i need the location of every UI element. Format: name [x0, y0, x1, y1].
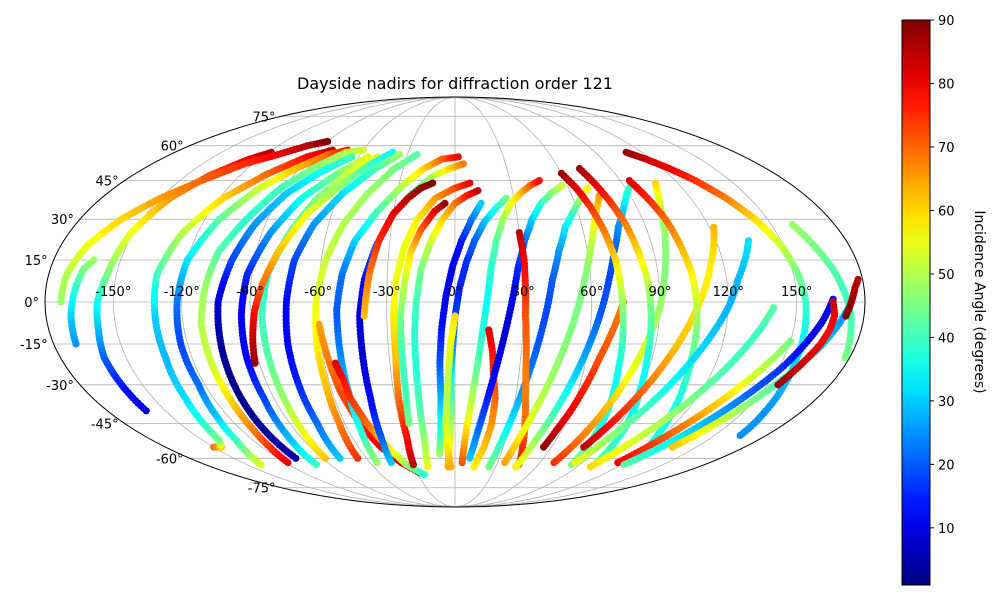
colorbar-tick-label: 60 [938, 204, 955, 219]
data-point [736, 431, 744, 440]
data-point [441, 199, 449, 207]
data-point [786, 337, 795, 345]
lat-tick-label: -60° [156, 452, 184, 467]
lon-tick-label: 60° [580, 285, 603, 300]
lat-tick-label: 0° [24, 296, 39, 311]
colorbar-tick-label: 90 [938, 14, 955, 29]
data-point [770, 304, 778, 312]
lat-tick-label: -15° [20, 338, 48, 353]
lon-tick-label: -120° [164, 285, 200, 300]
data-point [829, 298, 837, 306]
lon-tick-label: -30° [373, 285, 401, 300]
data-point [584, 184, 592, 192]
lat-tick-label: 60° [161, 140, 184, 155]
data-point [651, 179, 660, 187]
data-point [324, 137, 332, 145]
lon-tick-label: 0° [448, 285, 463, 300]
data-point [447, 463, 455, 471]
colorbar-tick-label: 80 [938, 78, 955, 93]
data-point [477, 199, 485, 207]
data-point [454, 153, 462, 161]
colorbar-tick-label: 10 [938, 522, 955, 537]
colorbar-tick-label: 20 [938, 458, 955, 473]
colorbar: 10 20 30 40 50 60 70 80 90 Incidence Angle (degre… [901, 14, 987, 586]
data-point [710, 223, 718, 231]
lat-tick-label: 45° [96, 175, 119, 190]
data-point [470, 463, 478, 471]
data-point [420, 471, 428, 479]
data-point [466, 179, 474, 187]
lon-tick-label: -90° [236, 285, 264, 300]
scatter-points [57, 137, 862, 479]
lon-tick-label: 120° [713, 285, 744, 300]
grid-meridian [454, 96, 798, 508]
data-point [429, 179, 437, 187]
data-point [474, 187, 482, 195]
data-point [558, 182, 566, 190]
colorbar-tick-label: 40 [938, 331, 955, 346]
lon-tick-label: -150° [95, 285, 131, 300]
colorbar-gradient [901, 19, 931, 586]
data-point [348, 153, 356, 161]
colorbar-tick-label: 30 [938, 395, 955, 410]
data-point [90, 256, 98, 264]
lon-tick-label: -60° [304, 285, 332, 300]
lat-tick-label: -30° [46, 379, 74, 394]
lon-tick-label: 90° [648, 285, 671, 300]
lon-tick-label: 150° [781, 285, 812, 300]
data-point [396, 151, 404, 159]
lat-tick-label: -75° [248, 482, 276, 497]
data-point [459, 160, 467, 168]
data-point [535, 177, 544, 185]
colorbar-tick-label: 70 [938, 141, 955, 156]
lat-tick-label: 15° [25, 254, 48, 269]
grid-meridian [454, 96, 593, 508]
lon-tick-label: 30° [512, 285, 535, 300]
data-point [413, 151, 421, 159]
data-point [854, 275, 862, 284]
data-point [744, 237, 753, 245]
data-point [359, 146, 367, 154]
chart-title: Dayside nadirs for diffraction order 121 [297, 74, 613, 93]
colorbar-tick-label: 50 [938, 268, 955, 283]
lat-tick-label: -45° [91, 417, 119, 432]
grid-meridian [112, 96, 456, 508]
lat-tick-label: 30° [51, 213, 74, 228]
lat-tick-label: 75° [252, 110, 275, 125]
colorbar-label: Incidence Angle (degrees) [971, 210, 987, 393]
